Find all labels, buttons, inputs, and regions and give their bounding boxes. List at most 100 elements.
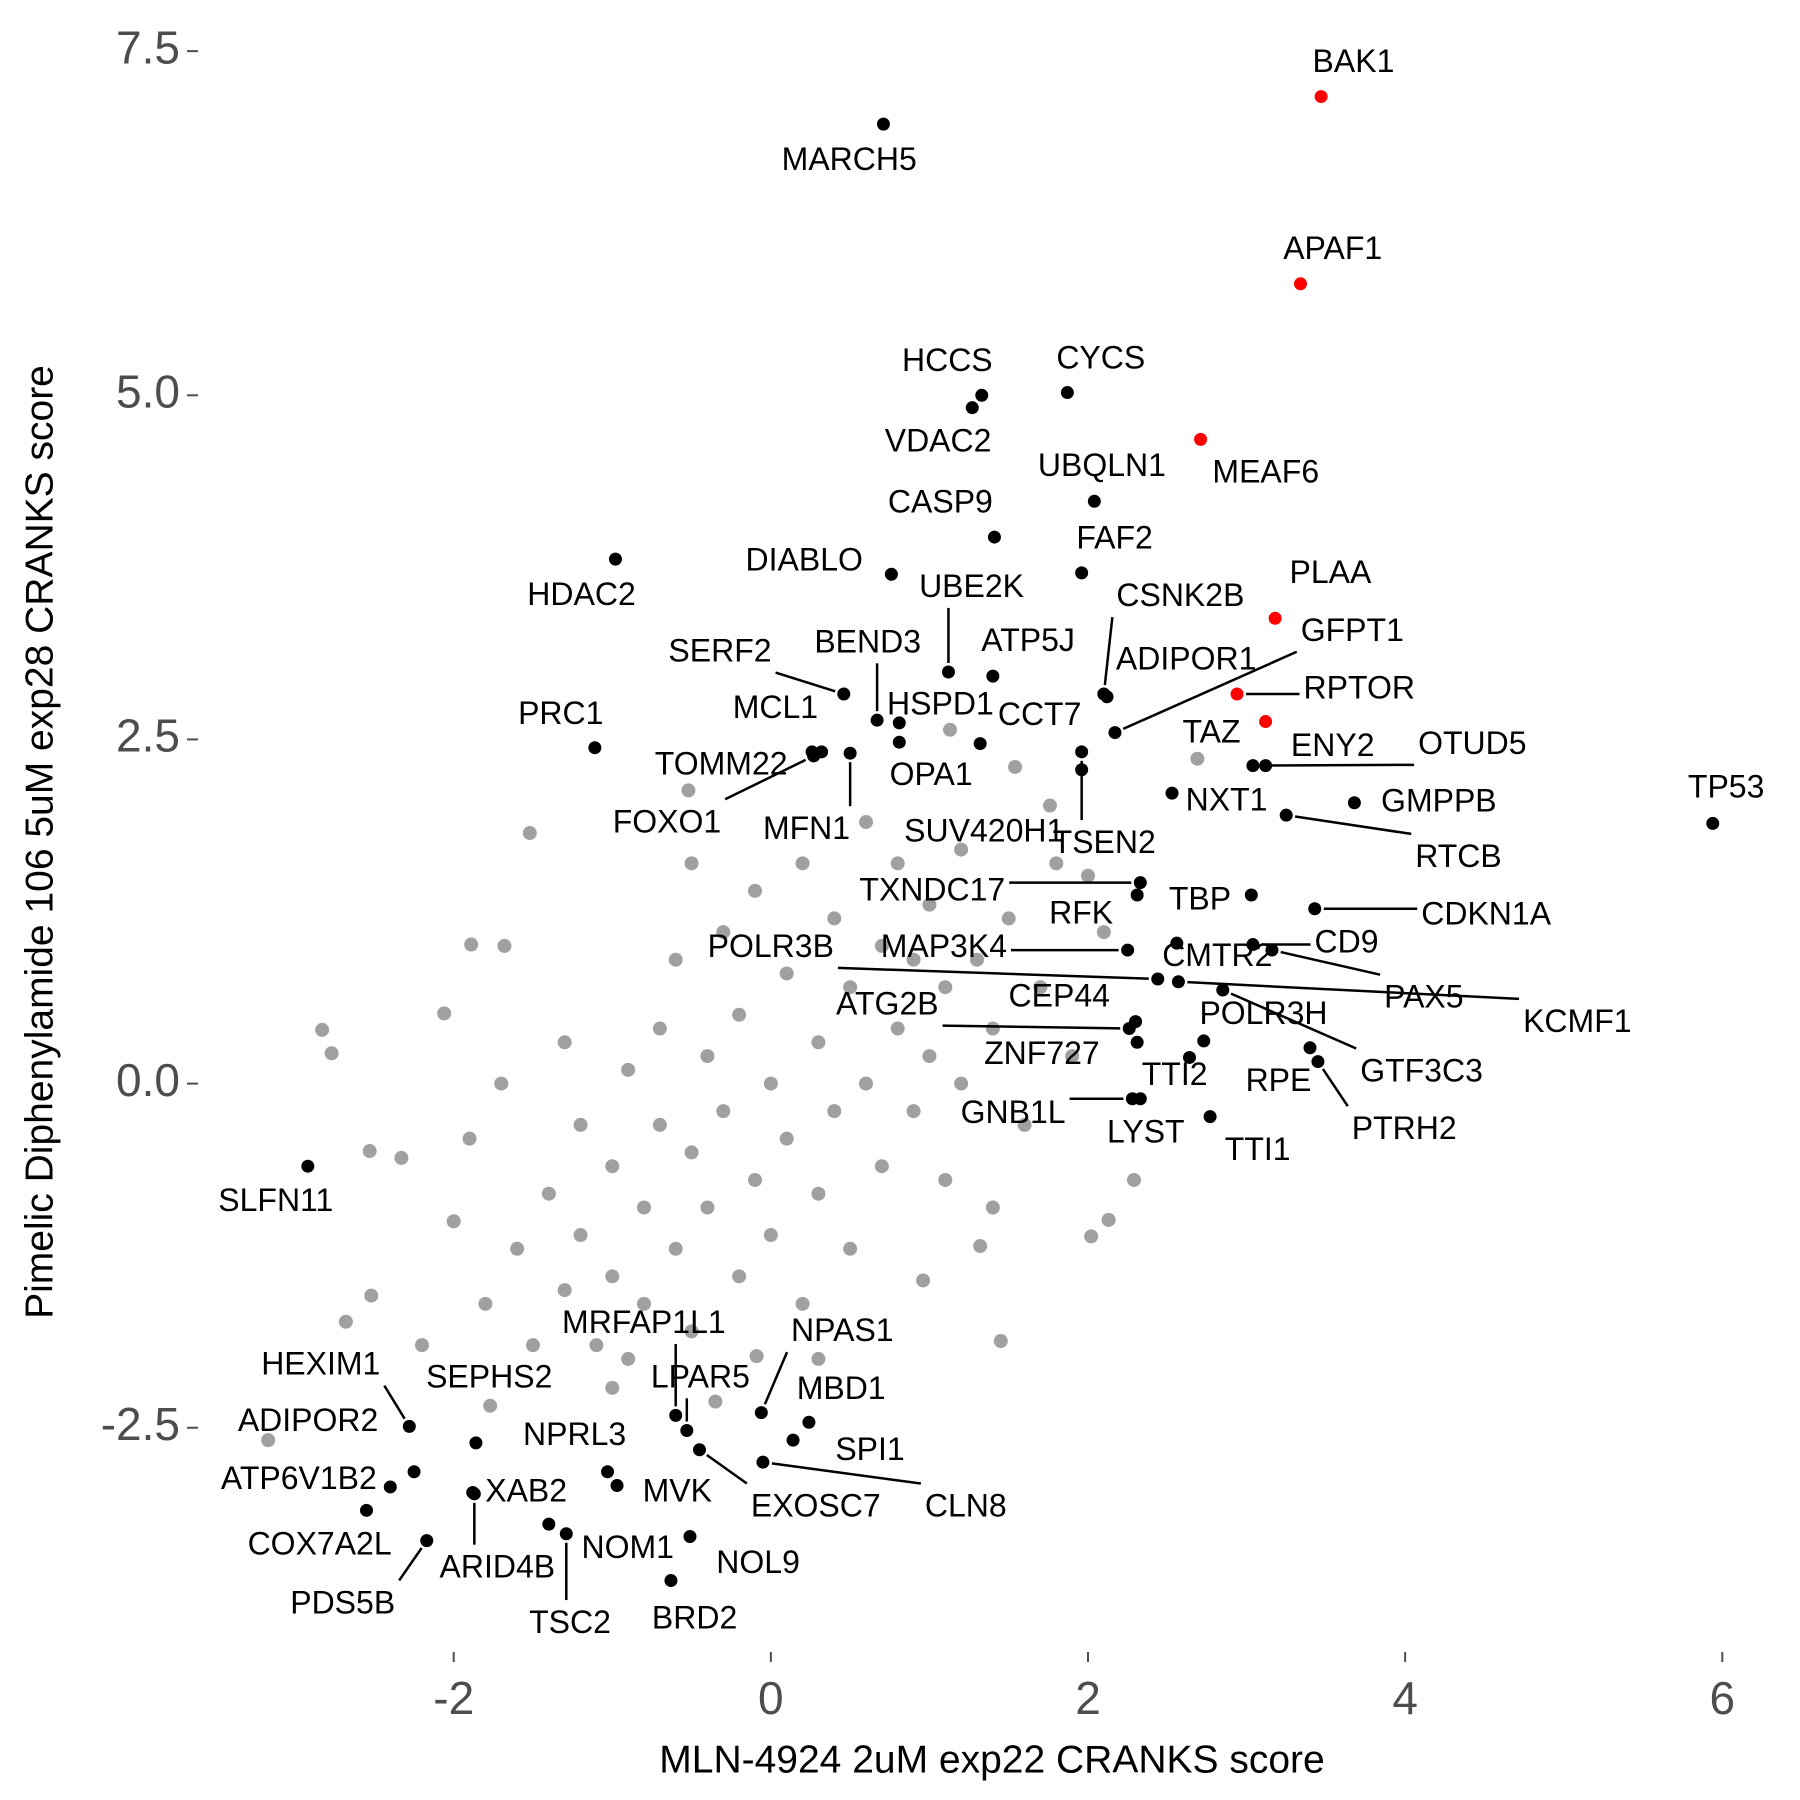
point bbox=[497, 938, 512, 953]
highlighted-point bbox=[1075, 566, 1089, 580]
point-label: COX7A2L bbox=[248, 1526, 392, 1562]
point-label: SUV420H1 bbox=[904, 813, 1064, 849]
highlighted-point bbox=[1108, 726, 1122, 740]
point bbox=[605, 1380, 620, 1395]
point-label: CLN8 bbox=[925, 1488, 1007, 1524]
point-label: TAZ bbox=[1183, 713, 1241, 749]
point bbox=[637, 1296, 651, 1311]
point-label: OPA1 bbox=[890, 756, 973, 792]
label-leader bbox=[1280, 950, 1381, 976]
point bbox=[1017, 1117, 1032, 1132]
point bbox=[716, 1104, 731, 1119]
point-label: POLR3B bbox=[708, 928, 834, 964]
highlighted-point bbox=[754, 1406, 768, 1420]
point-label: TSEN2 bbox=[1053, 824, 1156, 860]
point bbox=[589, 1338, 604, 1353]
point-label: TXNDC17 bbox=[859, 871, 1005, 907]
point-label: ATP5J bbox=[981, 622, 1075, 658]
highlighted-point bbox=[1314, 90, 1328, 104]
point bbox=[338, 1314, 353, 1329]
point-label: CCT7 bbox=[998, 696, 1082, 732]
highlighted-point bbox=[1194, 432, 1208, 446]
point bbox=[811, 1186, 826, 1201]
highlighted-point bbox=[1170, 936, 1184, 950]
point-label: ENY2 bbox=[1291, 727, 1375, 763]
point bbox=[1008, 759, 1023, 774]
label-leader bbox=[1294, 815, 1412, 836]
highlighted-point bbox=[420, 1534, 434, 1548]
point bbox=[494, 1076, 509, 1091]
label-leader bbox=[383, 1384, 406, 1420]
point bbox=[462, 1131, 477, 1146]
highlighted-point bbox=[807, 749, 821, 763]
point bbox=[394, 1150, 409, 1165]
highlighted-point bbox=[360, 1503, 373, 1517]
y-tick-label: 5.0 bbox=[116, 365, 180, 417]
point-label: RFK bbox=[1049, 894, 1113, 930]
point bbox=[362, 1144, 377, 1159]
point-label: MARCH5 bbox=[782, 141, 917, 177]
point-label: CMTR2 bbox=[1162, 937, 1272, 973]
highlighted-point bbox=[1133, 876, 1147, 890]
point-label: SLFN11 bbox=[218, 1182, 333, 1218]
highlighted-point bbox=[1165, 786, 1179, 800]
highlighted-point bbox=[987, 530, 1001, 544]
highlighted-point bbox=[884, 567, 898, 581]
point bbox=[732, 1269, 747, 1284]
point-label: HSPD1 bbox=[887, 686, 994, 722]
point bbox=[573, 1228, 588, 1243]
point-label: MFN1 bbox=[763, 810, 850, 846]
highlighted-point bbox=[1216, 983, 1230, 997]
point bbox=[943, 722, 958, 737]
point-label: VDAC2 bbox=[885, 423, 992, 459]
point-label: HEXIM1 bbox=[261, 1346, 380, 1382]
point-label: TSC2 bbox=[529, 1604, 611, 1640]
point bbox=[922, 897, 937, 912]
x-tick-label: 2 bbox=[1075, 1672, 1101, 1724]
point-label: PDS5B bbox=[290, 1584, 395, 1620]
label-leader bbox=[706, 1453, 748, 1485]
point-label: FOXO1 bbox=[613, 803, 721, 839]
point bbox=[621, 1062, 636, 1077]
highlighted-point bbox=[1230, 687, 1244, 701]
highlighted-point bbox=[601, 1465, 615, 1479]
label-leader bbox=[763, 1351, 789, 1405]
point bbox=[859, 1076, 873, 1091]
highlighted-point bbox=[610, 1479, 624, 1493]
point-label: BRD2 bbox=[652, 1599, 737, 1635]
y-tick-label: 0.0 bbox=[116, 1054, 180, 1106]
point-label: PRC1 bbox=[518, 695, 603, 731]
point bbox=[668, 952, 683, 967]
point bbox=[1084, 1229, 1099, 1244]
label-leader bbox=[1122, 650, 1298, 731]
y-tick-label: -2.5 bbox=[101, 1398, 180, 1450]
point bbox=[954, 842, 969, 857]
point bbox=[1042, 798, 1057, 813]
highlighted-point bbox=[843, 746, 857, 760]
point bbox=[993, 1334, 1008, 1349]
point-label: MEAF6 bbox=[1212, 454, 1319, 490]
highlighted-point bbox=[1122, 1022, 1136, 1036]
highlighted-point bbox=[542, 1517, 556, 1531]
x-tick-label: 6 bbox=[1709, 1672, 1735, 1724]
point-label: ARID4B bbox=[440, 1549, 556, 1585]
x-axis-title: MLN-4924 2uM exp22 CRANKS score bbox=[659, 1738, 1324, 1781]
point-label: NOL9 bbox=[716, 1544, 800, 1580]
highlighted-point bbox=[1203, 1110, 1217, 1124]
point-label: FAF2 bbox=[1076, 519, 1152, 555]
highlighted-point bbox=[1268, 611, 1282, 625]
point bbox=[938, 980, 953, 995]
point-label: RPE bbox=[1246, 1062, 1312, 1098]
point bbox=[748, 883, 762, 898]
highlighted-point bbox=[1060, 386, 1074, 400]
highlighted-point bbox=[683, 1529, 697, 1543]
point-label: MVK bbox=[643, 1473, 712, 1509]
highlighted-point bbox=[975, 388, 989, 402]
point bbox=[1065, 1049, 1080, 1064]
point bbox=[668, 1241, 683, 1256]
point bbox=[1081, 868, 1095, 883]
point-label: PLAA bbox=[1289, 554, 1371, 590]
highlighted-point bbox=[301, 1159, 315, 1173]
y-tick-label: 7.5 bbox=[116, 21, 180, 73]
point bbox=[916, 1273, 931, 1288]
